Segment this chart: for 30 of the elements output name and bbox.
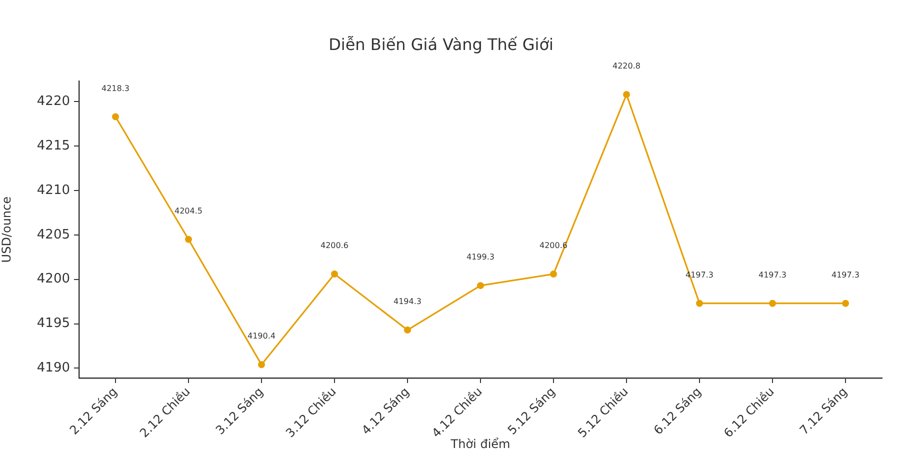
point: [842, 300, 849, 307]
point: [623, 91, 630, 98]
y-tick-label: 4215: [36, 138, 70, 154]
y-tick-label: 4220: [36, 94, 70, 110]
y-tick-label: 4195: [36, 316, 70, 332]
data-label: 4200.6: [320, 241, 348, 250]
data-label: 4197.3: [832, 270, 860, 280]
point: [404, 326, 411, 334]
chart-title: Diễn Biến Giá Vàng Thế Giới: [328, 34, 554, 54]
data-label: 4197.3: [758, 270, 786, 280]
point: [258, 361, 265, 368]
y-tick-label: 4190: [36, 360, 70, 376]
point: [185, 236, 192, 243]
data-label: 4190.4: [248, 332, 276, 341]
data-label: 4220.8: [612, 62, 640, 71]
x-axis-title: Thời điểm: [450, 436, 510, 451]
point: [112, 113, 119, 120]
point: [769, 300, 776, 307]
point: [331, 270, 338, 278]
data-label: 4194.3: [394, 297, 422, 306]
y-tick-label: 4200: [36, 272, 70, 287]
point: [550, 270, 557, 278]
point: [477, 282, 484, 290]
y-tick-label: 4210: [36, 182, 70, 198]
data-label: 4204.5: [174, 206, 202, 216]
y-axis-title: USD/ounce: [0, 196, 14, 263]
data-label: 4218.3: [102, 84, 130, 93]
y-tick-label: 4205: [36, 227, 70, 242]
point: [696, 300, 703, 307]
data-label: 4199.3: [466, 252, 494, 262]
